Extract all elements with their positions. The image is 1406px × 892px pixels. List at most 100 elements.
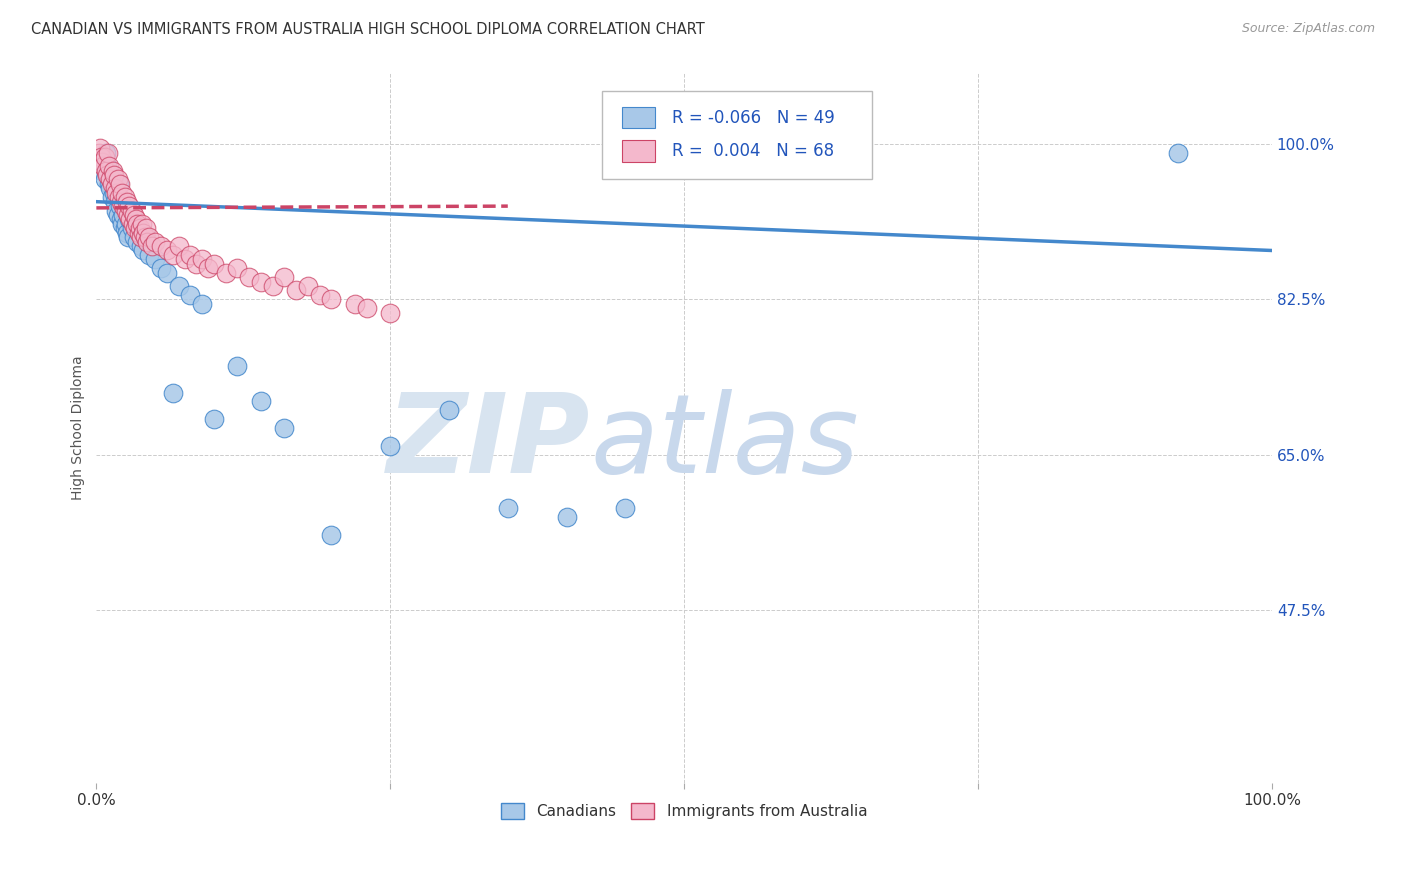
Text: Source: ZipAtlas.com: Source: ZipAtlas.com <box>1241 22 1375 36</box>
Point <box>104 181 127 195</box>
Point <box>101 172 124 186</box>
Point <box>125 212 148 227</box>
Point <box>97 145 120 160</box>
Point <box>122 230 145 244</box>
Point <box>114 217 136 231</box>
Point <box>141 239 163 253</box>
Point <box>191 252 214 267</box>
Point <box>191 297 214 311</box>
Point <box>124 221 146 235</box>
Text: R = -0.066   N = 49: R = -0.066 N = 49 <box>672 109 835 127</box>
Point <box>93 150 115 164</box>
Point <box>115 226 138 240</box>
Point <box>93 154 115 169</box>
Point <box>135 230 157 244</box>
Point <box>179 288 201 302</box>
Point <box>197 261 219 276</box>
Point <box>98 159 121 173</box>
Point <box>273 270 295 285</box>
Bar <box>621 140 655 161</box>
Point <box>285 284 308 298</box>
Text: atlas: atlas <box>591 389 859 496</box>
Point <box>150 239 173 253</box>
Point <box>273 421 295 435</box>
Point <box>167 279 190 293</box>
Point <box>138 230 160 244</box>
Point <box>238 270 260 285</box>
Point <box>93 159 115 173</box>
Point <box>114 190 136 204</box>
Point <box>117 230 139 244</box>
Point <box>94 145 117 160</box>
Point <box>120 212 142 227</box>
Point <box>100 190 122 204</box>
Point <box>129 239 152 253</box>
Point <box>226 261 249 276</box>
Point <box>132 226 155 240</box>
Point <box>250 394 273 409</box>
Point <box>162 248 184 262</box>
Point <box>555 509 578 524</box>
Point <box>122 208 145 222</box>
Point <box>108 177 131 191</box>
Point <box>134 230 156 244</box>
Point <box>132 244 155 258</box>
Point <box>121 217 143 231</box>
Point <box>100 181 122 195</box>
Point <box>1167 145 1189 160</box>
Point <box>105 203 128 218</box>
Point <box>91 154 114 169</box>
Point <box>202 412 225 426</box>
Point <box>127 217 149 231</box>
Point <box>128 226 150 240</box>
Point <box>156 266 179 280</box>
Point <box>121 203 143 218</box>
Point <box>111 217 134 231</box>
Point <box>380 439 402 453</box>
Point <box>173 252 195 267</box>
Point <box>103 186 125 200</box>
Point <box>107 177 129 191</box>
Point <box>143 235 166 249</box>
Point <box>90 150 112 164</box>
Point <box>128 221 150 235</box>
Point <box>112 208 135 222</box>
Point <box>100 172 122 186</box>
Point <box>104 194 127 209</box>
FancyBboxPatch shape <box>602 91 872 179</box>
Point <box>117 208 139 222</box>
Point <box>156 244 179 258</box>
Point <box>112 199 135 213</box>
Point <box>105 186 128 200</box>
Point <box>118 199 141 213</box>
Point <box>202 257 225 271</box>
Point <box>107 172 129 186</box>
Point <box>614 500 637 515</box>
Y-axis label: High School Diploma: High School Diploma <box>72 356 86 500</box>
Point <box>94 163 117 178</box>
Point <box>129 230 152 244</box>
Point <box>107 208 129 222</box>
Point <box>111 186 134 200</box>
Point <box>127 235 149 249</box>
Point <box>321 293 343 307</box>
Point <box>98 177 121 191</box>
Point <box>114 203 136 218</box>
Point <box>496 500 519 515</box>
Point <box>96 168 118 182</box>
Point <box>186 257 208 271</box>
Point <box>93 172 115 186</box>
Point <box>343 297 366 311</box>
Point <box>214 266 236 280</box>
Text: CANADIAN VS IMMIGRANTS FROM AUSTRALIA HIGH SCHOOL DIPLOMA CORRELATION CHART: CANADIAN VS IMMIGRANTS FROM AUSTRALIA HI… <box>31 22 704 37</box>
Bar <box>621 107 655 128</box>
Point <box>121 221 143 235</box>
Point <box>250 275 273 289</box>
Text: ZIP: ZIP <box>387 389 591 496</box>
Text: R =  0.004   N = 68: R = 0.004 N = 68 <box>672 142 835 160</box>
Point <box>110 194 132 209</box>
Point <box>101 163 124 178</box>
Point <box>114 221 136 235</box>
Point <box>131 217 153 231</box>
Point <box>262 279 284 293</box>
